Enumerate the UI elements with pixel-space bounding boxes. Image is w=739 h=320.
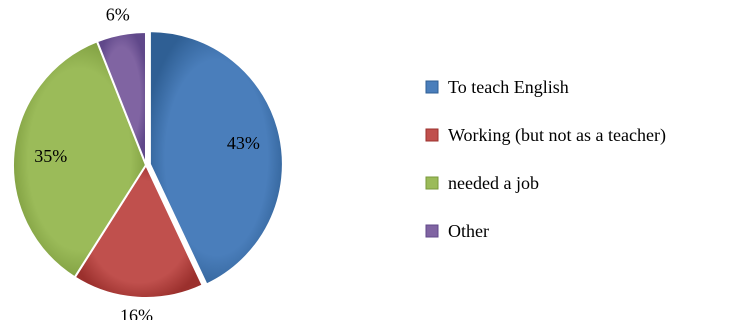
legend-swatch-to-teach-english <box>425 80 439 94</box>
legend-swatch-working-but-not-as-a-teacher <box>425 128 439 142</box>
legend-label-other: Other <box>448 221 489 241</box>
legend-item-other: Other <box>425 221 489 241</box>
pie-slice-to-teach-english <box>148 30 284 286</box>
pie-slice-working-but-not-as-a-teacher <box>73 164 204 299</box>
legend-label-needed-a-job: needed a job <box>448 173 539 193</box>
legend-label-to-teach-english: To teach English <box>448 77 569 97</box>
data-label-group: 43% 16% 35% 6% <box>34 5 260 320</box>
data-label-other: 6% <box>106 5 130 25</box>
data-label-to-teach-english: 43% <box>227 133 260 153</box>
pie-slice-other <box>96 31 147 166</box>
legend-swatch-other <box>425 224 439 238</box>
legend-label-working-but-not-as-a-teacher: Working (but not as a teacher) <box>448 125 666 146</box>
legend-swatch-needed-a-job <box>425 176 439 190</box>
legend-item-working-but-not-as-a-teacher: Working (but not as a teacher) <box>425 125 666 146</box>
data-label-working-but-not-as-a-teacher: 16% <box>120 306 153 320</box>
legend-item-needed-a-job: needed a job <box>425 173 539 193</box>
legend-item-to-teach-english: To teach English <box>425 77 569 97</box>
data-label-needed-a-job: 35% <box>34 146 67 166</box>
pie-group <box>12 30 284 299</box>
legend: To teach English Working (but not as a te… <box>425 77 666 241</box>
pie-slice-needed-a-job <box>12 40 147 279</box>
